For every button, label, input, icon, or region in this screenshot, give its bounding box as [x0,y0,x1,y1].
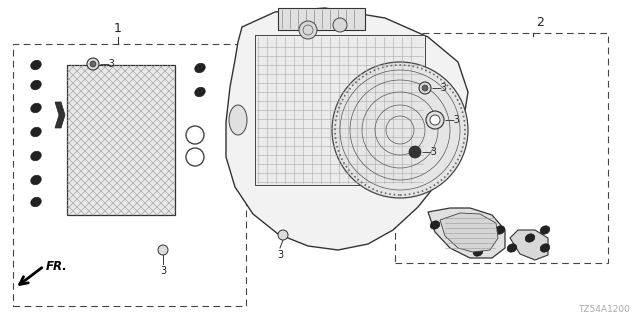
Circle shape [87,58,99,70]
Circle shape [419,82,431,94]
Ellipse shape [31,80,41,90]
Text: —3: —3 [422,147,438,157]
Ellipse shape [195,63,205,73]
Ellipse shape [31,127,41,137]
Text: TZ54A1200: TZ54A1200 [578,305,630,314]
Circle shape [90,61,96,67]
Ellipse shape [525,234,535,242]
Circle shape [430,115,440,125]
Ellipse shape [507,244,517,252]
Circle shape [422,85,428,91]
Ellipse shape [430,221,440,229]
Ellipse shape [540,244,550,252]
Ellipse shape [540,226,550,234]
Circle shape [333,18,347,32]
Text: 2: 2 [536,16,544,29]
Polygon shape [278,8,365,30]
Circle shape [158,245,168,255]
Text: FR.: FR. [46,260,68,273]
Text: 1: 1 [114,22,122,35]
Ellipse shape [31,60,41,70]
Ellipse shape [31,197,41,207]
Polygon shape [428,208,505,258]
Ellipse shape [473,248,483,256]
Polygon shape [55,102,65,128]
Text: —3: —3 [432,83,448,93]
Circle shape [332,62,468,198]
Text: 3: 3 [277,250,283,260]
Bar [255,35,425,185]
Circle shape [278,230,288,240]
Polygon shape [440,213,498,252]
Text: 3: 3 [160,266,166,276]
Text: —3: —3 [100,59,116,69]
Bar [67,65,175,215]
Circle shape [409,146,421,158]
Ellipse shape [31,103,41,113]
Polygon shape [510,230,548,260]
Text: —3: —3 [445,115,461,125]
Ellipse shape [31,175,41,185]
Circle shape [299,21,317,39]
Ellipse shape [31,151,41,161]
Polygon shape [226,8,468,250]
Ellipse shape [495,226,505,234]
Ellipse shape [229,105,247,135]
Circle shape [426,111,444,129]
Ellipse shape [195,87,205,97]
